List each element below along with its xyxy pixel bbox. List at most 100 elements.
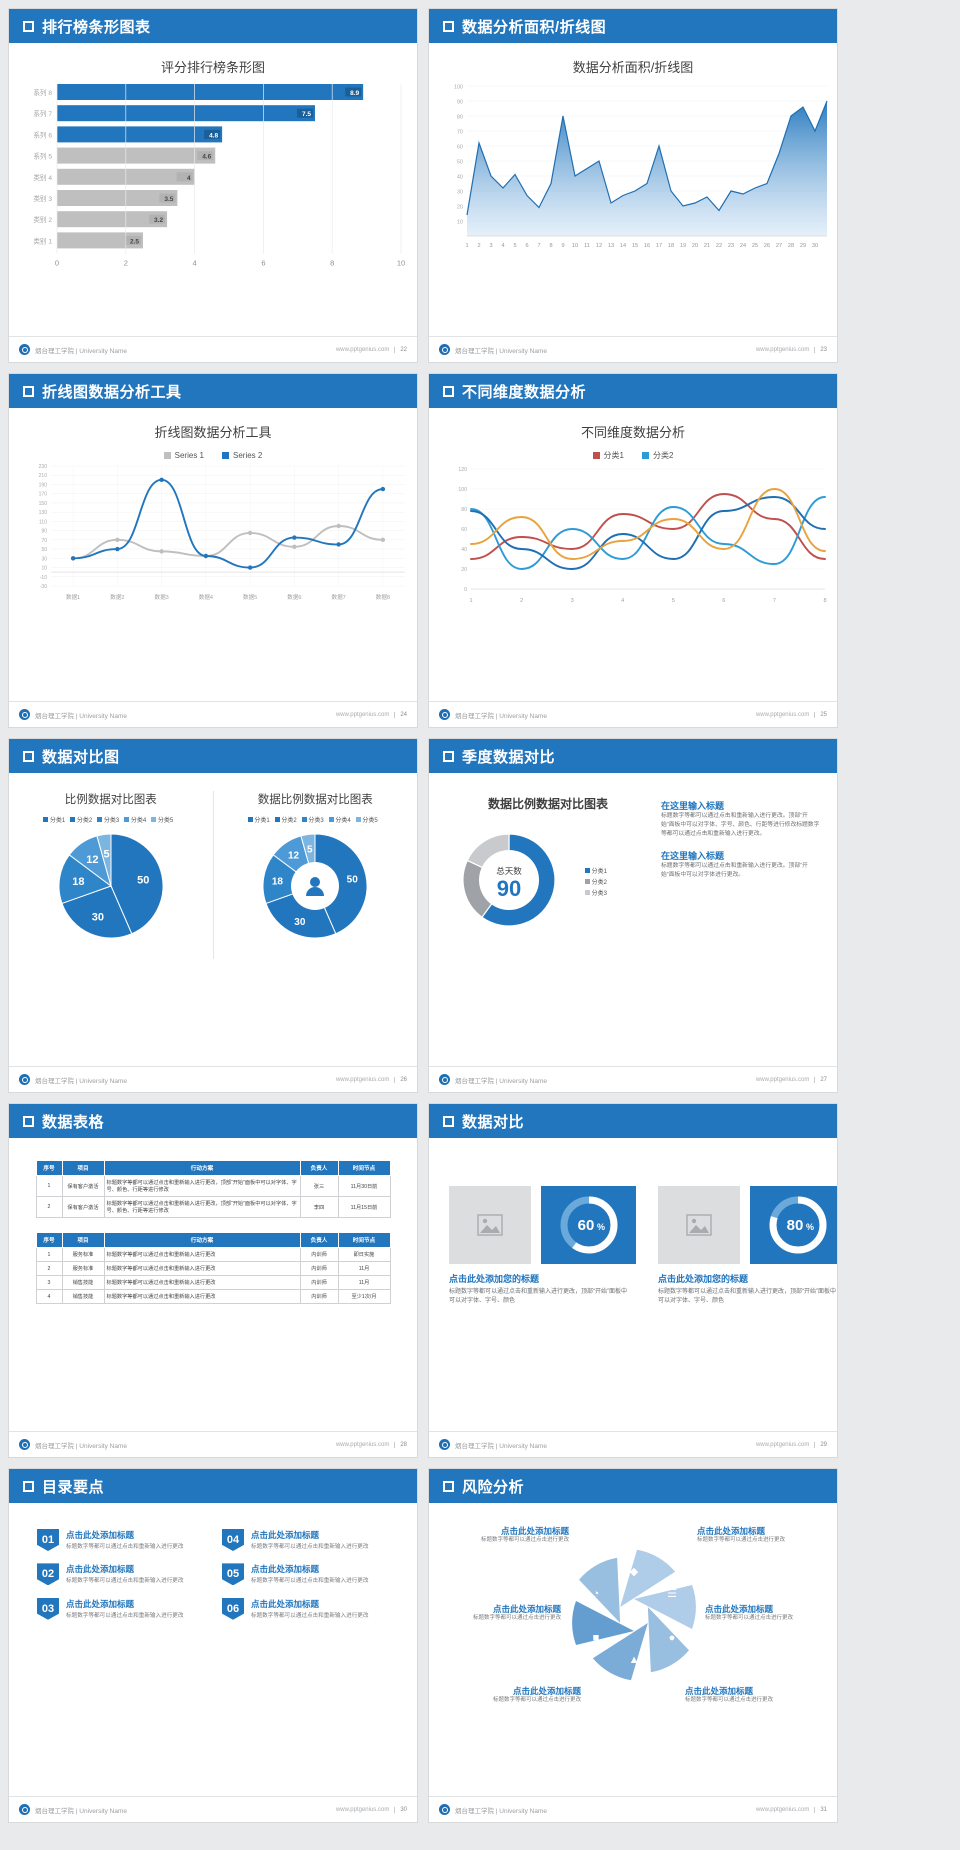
- table-header: 项目: [61, 1232, 105, 1248]
- svg-text:1: 1: [469, 598, 472, 604]
- legend-swatch-icon: [70, 817, 76, 822]
- risk-item[interactable]: 点击此处添加标题 标题数字等都可以通过点击进行更改: [451, 1525, 569, 1545]
- table-cell: 标题数字等都可以通过点击和重新输入进行更改: [103, 1261, 301, 1276]
- table-row[interactable]: 2 保有客户激活 标题数字等都可以通过点击和重新输入进行更改，顶部“开始”面板中可以…: [35, 1196, 391, 1218]
- page-number: 26: [394, 1076, 407, 1083]
- table-row[interactable]: 3 销售技能 标题数字等都可以通过点击和重新输入进行更改 内训师 11月: [35, 1275, 391, 1290]
- svg-text:数据4: 数据4: [199, 593, 213, 601]
- block-body: 标题数字等都可以通过点击和重新输入进行更改。顶部“开始”面板中可以对字体进行更改…: [661, 862, 808, 878]
- svg-text:数据2: 数据2: [110, 593, 124, 601]
- catalog-item[interactable]: 03 点击此处添加标题 标题数字等都可以通过点击和重新输入进行更改: [37, 1597, 204, 1620]
- legend-item[interactable]: 分类3: [585, 888, 607, 897]
- legend-item[interactable]: 分类2: [274, 817, 297, 824]
- square-bullet-icon: [23, 385, 34, 397]
- risk-item[interactable]: 点击此处添加标题 标题数字等都可以通过点击进行更改: [697, 1525, 815, 1545]
- legend-item-series1[interactable]: Series 1: [163, 451, 204, 460]
- slide-body: ◆ ☰ ● ▲ ■ ◔ 点击此处添加标题 标题数字等都可以通过点击进行更改 点击此处添加标…: [429, 1503, 837, 1785]
- slide-22[interactable]: 排行榜条形图表 评分排行榜条形图 系列 8 8.9 系列 7 7.5 系列 6 4.8 系列…: [8, 8, 418, 363]
- catalog-heading: 点击此处添加标题: [251, 1564, 320, 1575]
- comparison-card[interactable]: 80 % 点击此处添加您的标题 标题数字等都可以通过点击和重新输入进行更改，顶部…: [658, 1186, 837, 1306]
- footer-url: www.pptgenius.com: [755, 1806, 810, 1813]
- page-number: 31: [814, 1806, 827, 1813]
- slide-header: 数据分析面积/折线图: [429, 9, 837, 43]
- slide-28[interactable]: 数据表格 序号 项目 行动方案 负责人 时间节点 1 保有客户激活 标题数字等都可以通过点击和…: [8, 1103, 418, 1458]
- slide-30[interactable]: 目录要点 01 点击此处添加标题 标题数字等都可以通过点击和重新输入进行更改 04 点击…: [8, 1468, 418, 1823]
- legend-item[interactable]: 分类5: [151, 817, 173, 824]
- legend-item[interactable]: 分类5: [355, 817, 378, 824]
- svg-text:110: 110: [39, 519, 47, 525]
- legend-item[interactable]: 分类4: [328, 817, 351, 824]
- square-bullet-icon: [23, 1480, 34, 1492]
- catalog-item[interactable]: 01 点击此处添加标题 标题数字等都可以通过点击和重新输入进行更改: [37, 1529, 204, 1551]
- catalog-item[interactable]: 05 点击此处添加标题 标题数字等都可以通过点击和重新输入进行更改: [222, 1563, 389, 1586]
- slide-23[interactable]: 数据分析面积/折线图 数据分析面积/折线图 100 90 80 70 60 50 40 30 2…: [428, 8, 838, 363]
- svg-text:数据7: 数据7: [331, 593, 345, 601]
- slide-footer: 烟台理工学院 | University Name www.pptgenius.c…: [429, 1431, 837, 1457]
- table-cell: 张三: [299, 1175, 339, 1197]
- svg-text:4: 4: [501, 243, 504, 249]
- risk-item[interactable]: 点击此处添加标题 标题数字等都可以通过点击进行更改: [705, 1603, 823, 1623]
- risk-item[interactable]: 点击此处添加标题 标题数字等都可以通过点击进行更改: [443, 1603, 561, 1623]
- svg-text:10: 10: [397, 259, 405, 268]
- svg-text:3.2: 3.2: [154, 217, 163, 224]
- footer-url: www.pptgenius.com: [755, 1076, 810, 1083]
- slide-header: 风险分析: [429, 1469, 837, 1503]
- svg-text:20: 20: [692, 243, 698, 249]
- slide-24[interactable]: 折线图数据分析工具 折线图数据分析工具 Series 1 Series 2 23…: [8, 373, 418, 728]
- legend-item[interactable]: 分类2: [70, 817, 92, 824]
- legend-item[interactable]: 分类1: [247, 817, 270, 824]
- legend-item[interactable]: 分类3: [97, 817, 119, 824]
- slide-body: 评分排行榜条形图 系列 8 8.9 系列 7 7.5 系列 6 4.8 系列 5 4.6 类别 …: [9, 43, 417, 325]
- legend-swatch-icon: [97, 817, 103, 822]
- legend-item-cat2[interactable]: 分类2: [642, 450, 673, 461]
- legend-swatch-icon: [222, 452, 229, 459]
- svg-text:系列 8: 系列 8: [33, 88, 52, 97]
- table-row[interactable]: 1 服务标准 标题数字等都可以通过点击和重新输入进行更改 内训师 即日实施: [35, 1247, 391, 1262]
- svg-text:2: 2: [477, 243, 480, 249]
- slide-31[interactable]: 风险分析 ◆ ☰ ● ▲ ■ ◔ 点击此处添加标题 标题数字等都可以通过点击进行更改 点击…: [428, 1468, 838, 1823]
- table-cell: 2: [35, 1261, 63, 1276]
- risk-item[interactable]: 点击此处添加标题 标题数字等都可以通过点击进行更改: [685, 1685, 815, 1705]
- svg-text:20: 20: [457, 205, 463, 211]
- risk-item[interactable]: 点击此处添加标题 标题数字等都可以通过点击进行更改: [451, 1685, 581, 1705]
- legend-item[interactable]: 分类1: [585, 866, 607, 875]
- legend-item[interactable]: 分类3: [301, 817, 324, 824]
- pie-panel-left: 比例数据对比图表 分类1 分类2 分类3 分类4 分类5 50 30 18 12 5: [9, 791, 214, 959]
- slide-title: 数据表格: [42, 1113, 105, 1131]
- comparison-card[interactable]: 60 % 点击此处添加您的标题 标题数字等都可以通过点击和重新输入进行更改，顶部…: [449, 1186, 636, 1306]
- svg-text:7: 7: [537, 243, 540, 249]
- footer-org: 烟台理工学院 | University Name: [455, 712, 547, 720]
- table-row[interactable]: 1 保有客户激活 标题数字等都可以通过点击和重新输入进行更改，顶部“开始”面板中可以…: [35, 1175, 391, 1197]
- circle-logo-icon: [19, 1439, 30, 1450]
- data-table-1[interactable]: 序号 项目 行动方案 负责人 时间节点 1 保有客户激活 标题数字等都可以通过点击和重新输入进…: [35, 1160, 391, 1218]
- slide-29[interactable]: 数据对比 60 % 点击此处添: [428, 1103, 838, 1458]
- slide-27[interactable]: 季度数据对比 数据比例数据对比图表 总天数 90 分类1 分类2 分类3 在这里输…: [428, 738, 838, 1093]
- catalog-item[interactable]: 02 点击此处添加标题 标题数字等都可以通过点击和重新输入进行更改: [37, 1563, 204, 1586]
- footer-url: www.pptgenius.com: [335, 1441, 390, 1448]
- legend-item-series2[interactable]: Series 2: [222, 451, 262, 460]
- risk-body: 标题数字等都可以通过点击进行更改: [472, 1615, 561, 1621]
- pinwheel-diagram: ◆ ☰ ● ▲ ■ ◔: [572, 1549, 696, 1681]
- legend-item[interactable]: 分类1: [43, 817, 65, 824]
- catalog-item[interactable]: 04 点击此处添加标题 标题数字等都可以通过点击和重新输入进行更改: [222, 1529, 389, 1551]
- table-row[interactable]: 2 服务标准 标题数字等都可以通过点击和重新输入进行更改 内训师 11月: [35, 1261, 391, 1276]
- catalog-item[interactable]: 06 点击此处添加标题 标题数字等都可以通过点击和重新输入进行更改: [222, 1597, 389, 1620]
- block-heading: 在这里输入标题: [661, 801, 725, 811]
- slide-26[interactable]: 数据对比图 比例数据对比图表 分类1 分类2 分类3 分类4 分类5 50 30 1…: [8, 738, 418, 1093]
- legend-item-cat1[interactable]: 分类1: [592, 450, 624, 461]
- legend-item[interactable]: 分类4: [124, 817, 146, 824]
- svg-text:100: 100: [454, 85, 463, 91]
- multi-line-chart: 120 100 80 60 40 20 01 2 3 4 5 6 7 8: [458, 467, 826, 604]
- slide-footer: 烟台理工学院 | University Name www.pptgenius.c…: [9, 336, 417, 362]
- data-table-2[interactable]: 序号 项目 行动方案 负责人 时间节点 1 服务标准 标题数字等都可以通过点击和重新输入进行更…: [35, 1232, 391, 1304]
- svg-text:3: 3: [489, 243, 492, 249]
- slide-25[interactable]: 不同维度数据分析 不同维度数据分析 分类1 分类2 120 100 80 60 40 20…: [428, 373, 838, 728]
- card-body: 标题数字等都可以通过点击和重新输入进行更改，顶部“开始”面板中可以对字体、字号、…: [449, 1289, 627, 1304]
- legend-swatch-icon: [585, 868, 590, 873]
- svg-text:15: 15: [632, 243, 638, 249]
- table-row[interactable]: 4 销售技能 标题数字等都可以通过点击和重新输入进行更改 内训师 至少1次/月: [35, 1289, 391, 1304]
- legend-item[interactable]: 分类2: [585, 877, 607, 886]
- svg-text:总天数: 总天数: [496, 866, 522, 876]
- table-cell: 11月30日前: [337, 1175, 391, 1197]
- risk-body: 标题数字等都可以通过点击进行更改: [705, 1615, 794, 1621]
